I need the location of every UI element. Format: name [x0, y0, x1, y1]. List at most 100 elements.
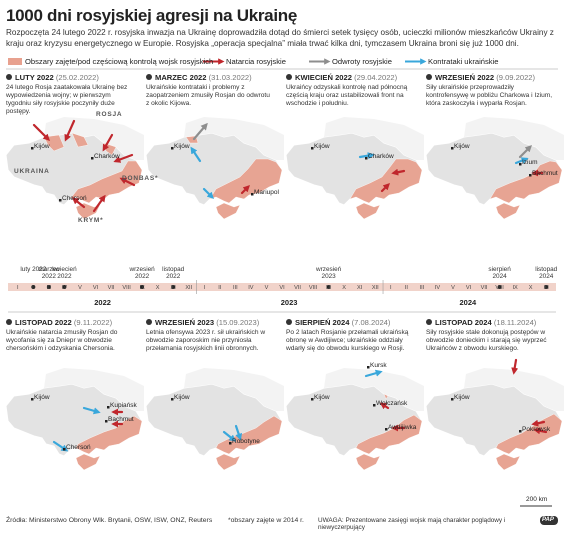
arrow — [531, 419, 546, 427]
place-label: Kijów — [34, 143, 50, 150]
place-label: Kijów — [174, 143, 190, 150]
country — [425, 367, 564, 471]
arrow — [380, 183, 390, 193]
panel-text: Ukraińcy odzyskali kontrolę nad północną… — [286, 84, 408, 107]
panel-heading: LUTY 2022 (25.02.2022) — [6, 73, 99, 82]
city-marker — [59, 199, 62, 202]
event-dot — [497, 285, 502, 289]
legend-label: Obszary zajęte/pod częściową kontrolą wo… — [25, 57, 214, 66]
heading: LISTOPAD 2024 — [435, 318, 492, 327]
place-label: Pokrowsk — [522, 426, 551, 433]
event-label: luty 2022 — [20, 266, 47, 273]
month-label: IV — [248, 285, 254, 291]
month-label: I — [390, 285, 392, 291]
legend-item: Obszary zajęte/pod częściową kontrolą wo… — [25, 57, 213, 66]
month-label: XII — [371, 285, 379, 291]
arrow — [234, 424, 243, 441]
panel-heading: MARZEC 2022 (31.03.2022) — [146, 73, 252, 82]
map — [285, 116, 425, 220]
arrow — [82, 406, 101, 415]
month-label: III — [46, 285, 52, 291]
panel-heading: KWIECIEŃ 2022 (29.04.2022) — [286, 73, 397, 82]
city-marker — [63, 448, 66, 451]
legend-label: Odwroty rosyjskie — [332, 57, 392, 66]
city-marker — [229, 442, 232, 445]
map — [285, 366, 425, 471]
scale-label: 200 km — [526, 496, 548, 503]
month-label: II — [31, 285, 35, 291]
month-label: X — [155, 285, 160, 291]
place-label: Charków — [94, 153, 120, 160]
timeline-band — [8, 283, 556, 291]
city-marker — [373, 404, 376, 407]
place-label: Chersoń — [66, 444, 91, 451]
sources: Źródła: Ministerstwo Obrony Wlk. Brytani… — [6, 517, 213, 524]
city-marker — [519, 163, 522, 166]
event-dot — [326, 285, 331, 289]
arrow — [113, 153, 134, 163]
city-marker — [31, 398, 34, 401]
place-label: Kijów — [314, 143, 330, 150]
bullet — [426, 74, 432, 80]
city-marker — [365, 157, 368, 160]
place-label: Kupiańsk — [110, 402, 137, 409]
panel-heading: WRZESIEŃ 2023 (15.09.2023) — [146, 318, 259, 327]
city-marker — [105, 420, 108, 423]
year-label: 2024 — [459, 298, 477, 307]
arrow — [102, 133, 114, 152]
month-label: III — [233, 285, 238, 291]
month-label: I — [203, 285, 206, 291]
arrow — [379, 402, 390, 410]
place-label: Robotyne — [232, 438, 260, 445]
occupied-area — [43, 132, 143, 220]
legend-label: Natarcia rosyjskie — [226, 57, 286, 66]
month-label: II — [218, 285, 222, 291]
arrow — [511, 358, 519, 375]
arrow — [222, 430, 237, 442]
place-label: Kijów — [314, 394, 330, 401]
logo-bg — [540, 516, 558, 525]
month-label: VIII — [495, 285, 504, 291]
event-dot — [171, 285, 176, 289]
arrow — [358, 152, 375, 160]
arrow — [92, 194, 106, 213]
place-label: Mariupol — [254, 189, 279, 196]
title: 1000 dni rosyjskiej agresji na Ukrainę — [6, 6, 297, 25]
month-label: IX — [512, 285, 518, 291]
date: (15.09.2023) — [216, 318, 260, 327]
month-label: VII — [294, 285, 301, 291]
panel-text: Siły rosyjskie stale dokonują postępów w… — [426, 329, 547, 352]
place-label: Kijów — [454, 143, 470, 150]
month-label: VI — [465, 285, 472, 291]
event-label: marzec 2022 — [38, 266, 60, 280]
month-label: X — [342, 285, 347, 291]
arrow — [119, 177, 136, 187]
heading: WRZESIEŃ 2023 — [155, 318, 215, 327]
panel-text: 24 lutego Rosja zaatakowała Ukrainę bez … — [6, 84, 128, 115]
occupied-area — [75, 415, 143, 471]
arrow — [391, 168, 406, 176]
heading: KWIECIEŃ 2022 — [295, 73, 352, 82]
occupied-area — [495, 413, 563, 471]
logo: PAP — [542, 517, 554, 523]
event-dot — [31, 285, 36, 289]
place-label: Bachmut — [532, 170, 558, 177]
panel-text: Letnia ofensywa 2023 r. sił ukraińskich … — [146, 329, 266, 352]
panel-text: Ukraińskie natarcia zmusiły Rosjan do wy… — [6, 329, 118, 352]
map — [145, 367, 285, 471]
heading: LUTY 2022 — [15, 73, 54, 82]
country — [285, 367, 425, 471]
map — [145, 116, 285, 220]
month-label: VII — [107, 285, 115, 291]
date: (31.03.2022) — [208, 73, 252, 82]
month-label: XII — [185, 285, 193, 291]
bullet — [6, 74, 12, 80]
intro: Rozpoczęta 24 lutego 2022 r. rosyjska in… — [6, 28, 554, 48]
place-label: KRYM* — [78, 217, 104, 224]
place-label: Izium — [522, 159, 538, 166]
place-label: Kijów — [454, 394, 470, 401]
arrow — [364, 369, 383, 378]
note: *obszary zajęte w 2014 r. — [228, 517, 304, 524]
